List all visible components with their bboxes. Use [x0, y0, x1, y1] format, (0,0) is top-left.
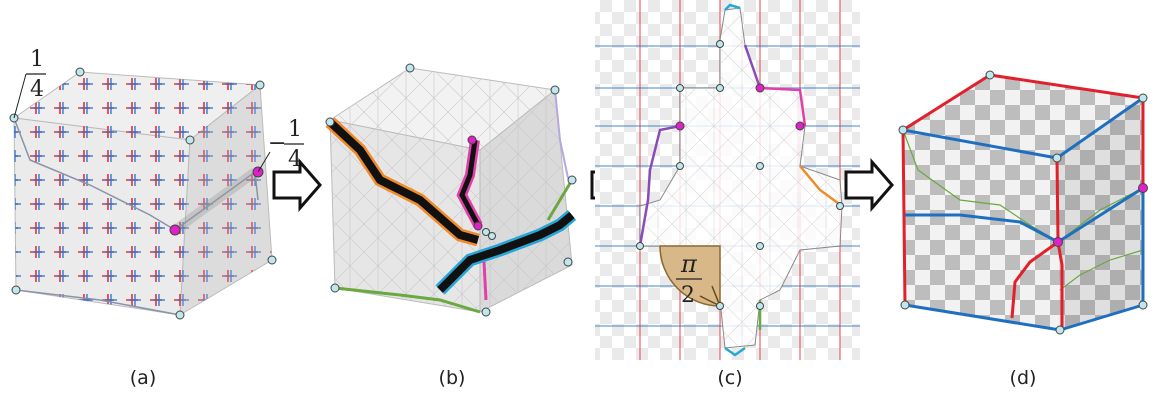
caption-a: (a) [129, 367, 157, 389]
panel-d-cube [898, 70, 1148, 335]
svg-text:4: 4 [30, 77, 44, 102]
angle-label: π 2 [676, 250, 702, 308]
svg-text:1: 1 [30, 47, 44, 72]
panel-b-mesh [325, 63, 577, 317]
caption-d: (d) [1009, 367, 1037, 389]
svg-text:1: 1 [288, 117, 302, 142]
svg-text:π: π [680, 250, 698, 278]
panel-c-parameterization [595, 0, 860, 360]
arrow-icon [272, 157, 322, 213]
quarter-positive-label: 1 4 [13, 47, 46, 119]
svg-text:2: 2 [681, 283, 695, 308]
caption-b: (b) [438, 367, 466, 389]
panel-a-cube [9, 67, 277, 320]
arrow-icon [844, 157, 894, 213]
caption-c: (c) [717, 367, 743, 389]
svg-text:−: − [268, 131, 286, 156]
